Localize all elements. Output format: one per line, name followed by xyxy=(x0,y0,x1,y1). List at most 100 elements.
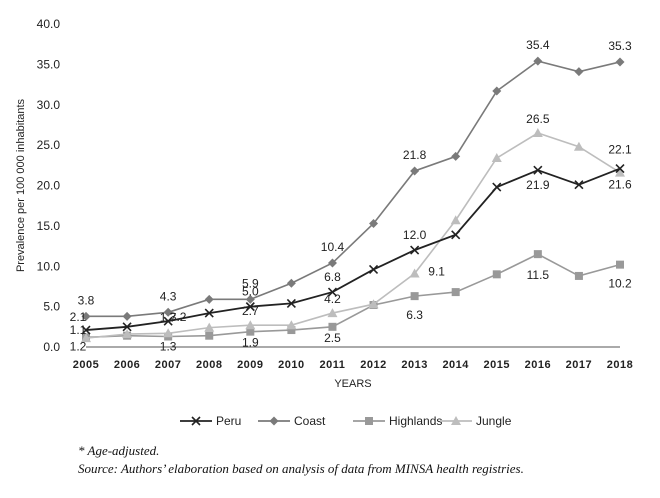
data-point-marker xyxy=(574,271,583,280)
data-label: 12.0 xyxy=(403,228,427,242)
data-point-marker xyxy=(533,165,543,175)
y-tick-label: 0.0 xyxy=(43,340,60,354)
series-line xyxy=(86,60,621,318)
marker-stroke xyxy=(451,230,461,240)
legend-label: Peru xyxy=(216,414,241,428)
data-point-marker xyxy=(81,325,91,335)
data-point-marker xyxy=(81,311,91,321)
x-tick-label: 2010 xyxy=(278,359,304,371)
data-point-marker xyxy=(163,307,173,317)
marker-stroke xyxy=(574,180,584,190)
data-label: 5.9 xyxy=(242,276,259,290)
data-point-marker xyxy=(615,57,625,67)
legend-item-coast: Coast xyxy=(258,414,326,428)
y-tick-label: 10.0 xyxy=(37,259,61,273)
x-tick-label: 2011 xyxy=(320,359,346,371)
source-note: Source: Authors’ elaboration based on an… xyxy=(78,461,524,476)
data-label: 11.5 xyxy=(527,268,550,282)
data-label: 21.9 xyxy=(526,178,550,192)
data-point-marker xyxy=(245,320,256,330)
data-point-marker xyxy=(409,268,420,278)
legend-label: Highlands xyxy=(389,414,442,428)
data-point-marker xyxy=(269,416,279,426)
data-label: 9.1 xyxy=(428,265,445,279)
data-point-marker xyxy=(491,153,502,163)
data-point-marker xyxy=(286,320,297,330)
data-point-marker xyxy=(327,308,338,318)
data-point-marker xyxy=(368,299,379,309)
footnote-age-adjusted: * Age-adjusted. xyxy=(78,443,160,458)
series-jungle xyxy=(81,128,625,343)
data-point-marker xyxy=(450,215,461,225)
x-axis-title: YEARS xyxy=(334,378,371,390)
x-tick-label: 2016 xyxy=(525,359,551,371)
marker-stroke xyxy=(163,316,173,326)
x-tick-label: 2017 xyxy=(566,359,592,371)
data-label: 4.3 xyxy=(160,289,177,303)
marker-stroke xyxy=(492,182,502,192)
data-label: 35.3 xyxy=(608,39,632,53)
y-tick-label: 25.0 xyxy=(37,138,61,152)
series-line xyxy=(85,167,621,331)
series-lines xyxy=(81,56,625,343)
data-labels: 2.1 5.0 6.8 12.0 21.9 22.1 3.8 4.3 5.9 10.4 21.8 35… xyxy=(70,38,632,353)
data-point-marker xyxy=(451,288,460,297)
legend-label: Jungle xyxy=(476,414,512,428)
series-line xyxy=(85,132,621,339)
data-point-marker xyxy=(245,302,255,312)
data-point-marker xyxy=(204,322,215,332)
data-point-marker xyxy=(81,333,91,343)
data-label: 3.2 xyxy=(170,310,187,324)
data-point-marker xyxy=(369,218,379,228)
marker-stroke xyxy=(615,163,625,174)
data-point-marker xyxy=(615,163,625,174)
y-tick-label: 35.0 xyxy=(37,57,61,71)
data-point-marker xyxy=(205,331,214,340)
data-label: 22.1 xyxy=(608,143,632,157)
marker-stroke xyxy=(410,245,420,255)
legend-item-peru: Peru xyxy=(180,414,241,428)
data-point-marker xyxy=(246,327,255,336)
data-label: 4.2 xyxy=(324,292,341,306)
marker-stroke xyxy=(122,322,132,332)
data-label: 26.5 xyxy=(526,112,550,126)
marker-stroke xyxy=(81,325,91,335)
series-coast xyxy=(81,56,625,321)
data-point-marker xyxy=(327,258,337,268)
series-line xyxy=(85,253,621,339)
data-point-marker xyxy=(204,294,214,304)
marker-stroke xyxy=(368,264,379,275)
data-label: 10.4 xyxy=(321,240,345,254)
y-axis-title: Prevalence per 100 000 inhabitants xyxy=(15,98,27,272)
data-label: 21.8 xyxy=(403,148,427,162)
legend: Peru Coast Highlands Jungle xyxy=(180,414,512,428)
data-point-marker xyxy=(410,166,420,176)
data-label: 5.0 xyxy=(242,285,259,299)
y-tick-label: 40.0 xyxy=(37,17,61,31)
series-peru xyxy=(81,163,625,335)
marker-stroke xyxy=(245,302,255,312)
data-point-marker xyxy=(451,416,461,425)
data-point-marker xyxy=(616,260,624,269)
data-label: 2.7 xyxy=(242,304,259,318)
legend-item-jungle: Jungle xyxy=(440,414,512,428)
data-label: 6.8 xyxy=(324,270,341,284)
data-point-marker xyxy=(287,326,296,335)
x-tick-label: 2018 xyxy=(607,359,633,371)
data-label: 10.2 xyxy=(608,277,632,291)
data-label: 1.1 xyxy=(70,323,87,337)
data-point-marker xyxy=(573,141,584,151)
data-point-marker xyxy=(574,180,584,190)
y-tick-label: 20.0 xyxy=(37,179,61,193)
data-point-marker xyxy=(163,316,173,326)
axes: 0.0 5.0 10.0 15.0 20.0 25.0 30.0 35.0 40.0 2005 20… xyxy=(15,17,633,390)
data-point-marker xyxy=(532,128,543,138)
data-point-marker xyxy=(368,264,379,275)
data-point-marker xyxy=(574,67,584,77)
data-point-marker xyxy=(533,56,543,66)
data-label: 21.6 xyxy=(608,178,632,192)
data-point-marker xyxy=(492,86,502,96)
marker-stroke xyxy=(191,416,201,426)
data-label: 6.3 xyxy=(406,308,423,322)
y-tick-label: 5.0 xyxy=(43,300,60,314)
